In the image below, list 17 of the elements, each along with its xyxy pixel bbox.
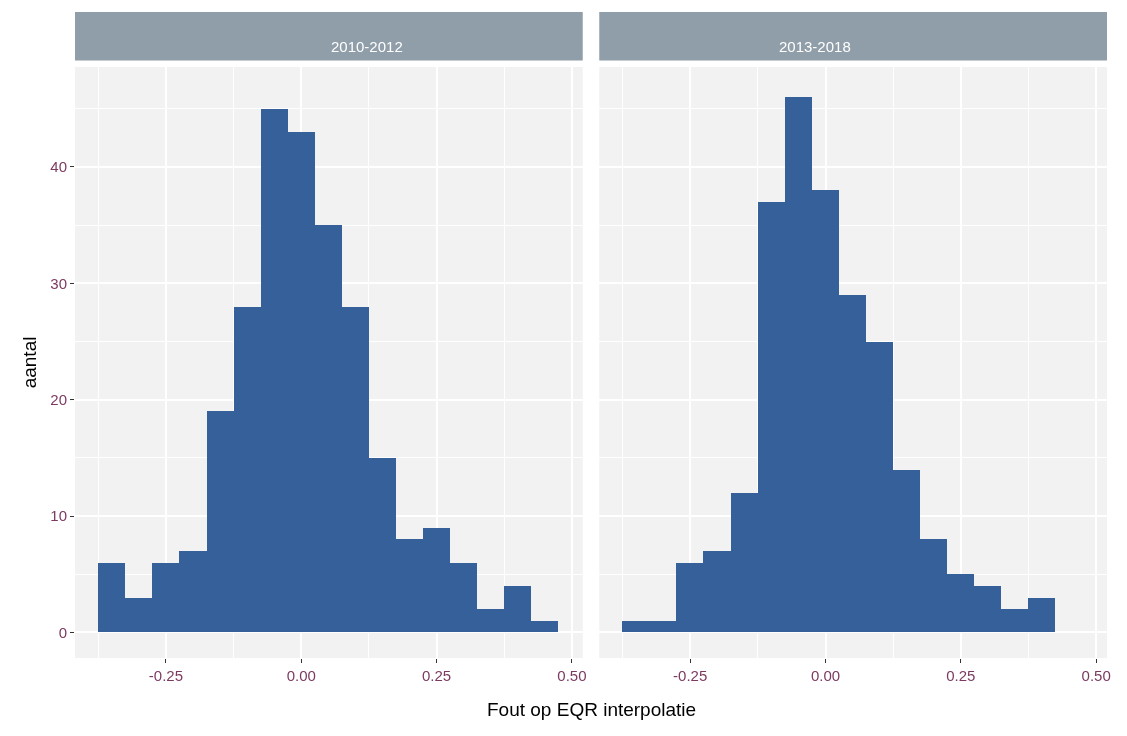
x-tick-label: 0.00 xyxy=(810,667,841,684)
y-tick-label: 0 xyxy=(58,623,67,641)
x-tick-label: 0.00 xyxy=(286,667,316,684)
y-tick-label: 10 xyxy=(50,507,67,525)
x-tick-label: 0.50 xyxy=(557,667,587,684)
chart-title: 2010-2012 xyxy=(331,38,403,55)
x-axis-title: Fout op EQR interpolatie xyxy=(487,699,697,720)
y-tick-label: 30 xyxy=(50,274,67,292)
chart-title: 2013-2018 xyxy=(779,38,851,55)
y-tick-label: 20 xyxy=(50,390,67,408)
x-tick-label: 0.50 xyxy=(1081,667,1111,684)
y-tick-label: 40 xyxy=(50,158,67,176)
x-tick-label: -0.25 xyxy=(148,667,184,684)
x-tick-label: 0.25 xyxy=(421,667,452,684)
y-axis-title: aantal xyxy=(19,336,41,389)
x-tick-label: -0.25 xyxy=(673,667,708,684)
x-tick-label: 0.25 xyxy=(946,667,976,684)
